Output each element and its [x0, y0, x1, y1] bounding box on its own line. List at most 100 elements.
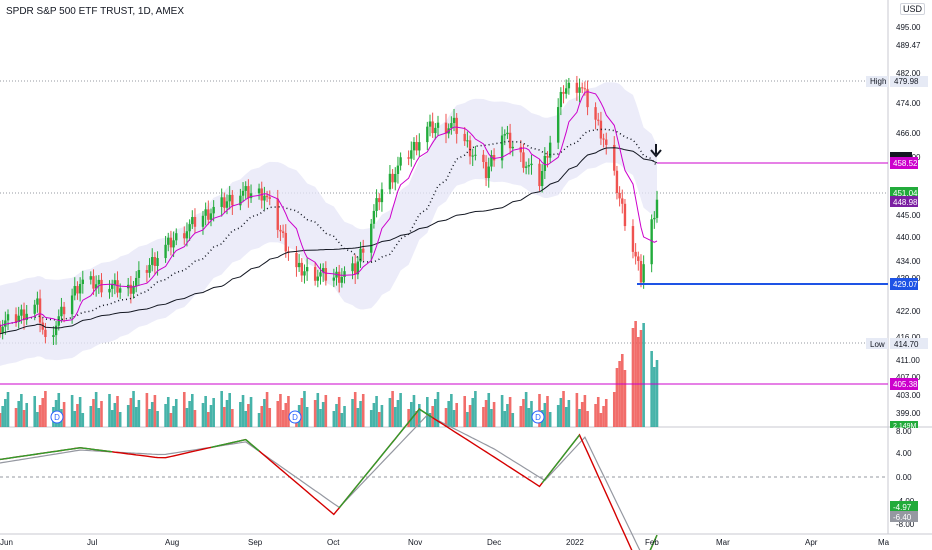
volume-bar — [559, 398, 563, 427]
volume-bar — [316, 393, 320, 427]
candle-body — [41, 322, 44, 330]
volume-bar — [190, 394, 194, 427]
candle-body — [375, 198, 378, 211]
volume-bar — [145, 393, 149, 427]
candle-body — [597, 119, 600, 121]
candle-body — [623, 203, 627, 227]
volume-bar — [337, 397, 341, 427]
candle-body — [378, 198, 381, 203]
macd-up-segment — [245, 439, 249, 443]
time-label: Ma — [878, 538, 890, 547]
candle-body — [156, 258, 159, 266]
candle-body — [527, 165, 531, 167]
high-label: High — [870, 77, 886, 86]
volume-bar — [602, 406, 605, 427]
candle-body — [586, 89, 589, 108]
candle-body — [313, 267, 317, 281]
candle-body — [38, 298, 42, 323]
macd-up-segment — [568, 437, 578, 450]
candle-body — [175, 233, 178, 241]
candle-body — [92, 276, 95, 289]
volume-bar — [586, 411, 589, 427]
high-label-bg — [866, 76, 888, 87]
volume-bar — [546, 396, 549, 427]
volume-bar — [201, 403, 205, 427]
candle-body — [487, 166, 490, 179]
price-tick: 445.00 — [896, 211, 921, 220]
volume-bar — [396, 400, 400, 427]
volume-bar — [351, 399, 354, 427]
svg-text:D: D — [292, 413, 298, 422]
candle-body — [548, 142, 552, 158]
macd-up-segment — [565, 448, 570, 453]
candle-body — [500, 135, 504, 161]
candle-body — [76, 286, 79, 294]
volume-bar — [436, 392, 440, 427]
candle-body — [562, 91, 565, 94]
high-value: 479.98 — [894, 77, 919, 86]
price-tick: 399.00 — [896, 409, 921, 418]
macd-up-segment — [357, 481, 362, 486]
volume-bar — [444, 408, 448, 427]
volume-bar — [594, 404, 597, 427]
volume-bar — [137, 400, 141, 427]
candle-body — [249, 193, 253, 199]
candle-body — [60, 306, 63, 317]
time-label: Feb — [645, 538, 659, 547]
candle-body — [621, 198, 624, 204]
candle-body — [388, 173, 392, 190]
candle-body — [153, 257, 157, 266]
macd-up-segment — [45, 450, 54, 454]
volume-bar — [583, 395, 587, 427]
volume-bar — [70, 395, 74, 427]
volume-bar — [300, 398, 304, 427]
volume-bar — [393, 407, 397, 427]
volume-bar — [247, 404, 250, 427]
candle-body — [265, 195, 269, 198]
macd-up-segment — [360, 477, 364, 482]
time-label: Mar — [716, 538, 730, 547]
volume-bar — [97, 408, 101, 427]
candle-body — [167, 237, 170, 245]
macd-up-segment — [240, 439, 244, 442]
volume-bar — [450, 394, 453, 427]
macd-up-segment — [247, 441, 252, 445]
currency-badge[interactable]: USD — [900, 3, 926, 15]
macd-up-segment — [378, 454, 383, 459]
candle-body — [316, 276, 320, 281]
macd-tick: 8.00 — [896, 427, 912, 436]
volume-bar — [78, 397, 82, 427]
candle-body — [6, 314, 10, 321]
dividend-marker[interactable]: D — [50, 410, 64, 424]
candle-body — [188, 224, 191, 232]
macd-up-segment — [354, 484, 359, 489]
volume-bar — [164, 404, 167, 427]
ma-mid-tag — [890, 196, 918, 207]
price-tick: 422.00 — [896, 307, 921, 316]
volume-bar — [596, 397, 600, 427]
candle-body — [295, 252, 298, 268]
volume-bar — [100, 401, 103, 427]
macd-up-segment — [541, 479, 546, 484]
candle-body — [519, 146, 522, 153]
dividend-marker[interactable]: D — [288, 410, 302, 424]
candle-body — [223, 197, 226, 208]
candle-body — [281, 231, 285, 233]
volume-bar — [281, 410, 285, 427]
volume-bar — [260, 406, 264, 427]
macd-up-segment — [416, 408, 420, 413]
candle-body — [33, 304, 36, 314]
candle-body — [556, 107, 560, 143]
volume-bar — [353, 392, 357, 427]
volume-bar — [209, 405, 213, 427]
candle-body — [508, 132, 512, 149]
volume-bar — [89, 406, 93, 427]
candle-body — [482, 154, 485, 162]
signal-tag-text: -6.40 — [893, 513, 912, 522]
volume-bar — [153, 395, 157, 427]
volume-bar — [599, 413, 603, 427]
candle-body — [44, 329, 47, 337]
volume-level-tag — [890, 378, 918, 390]
dividend-marker[interactable]: D — [531, 410, 545, 424]
